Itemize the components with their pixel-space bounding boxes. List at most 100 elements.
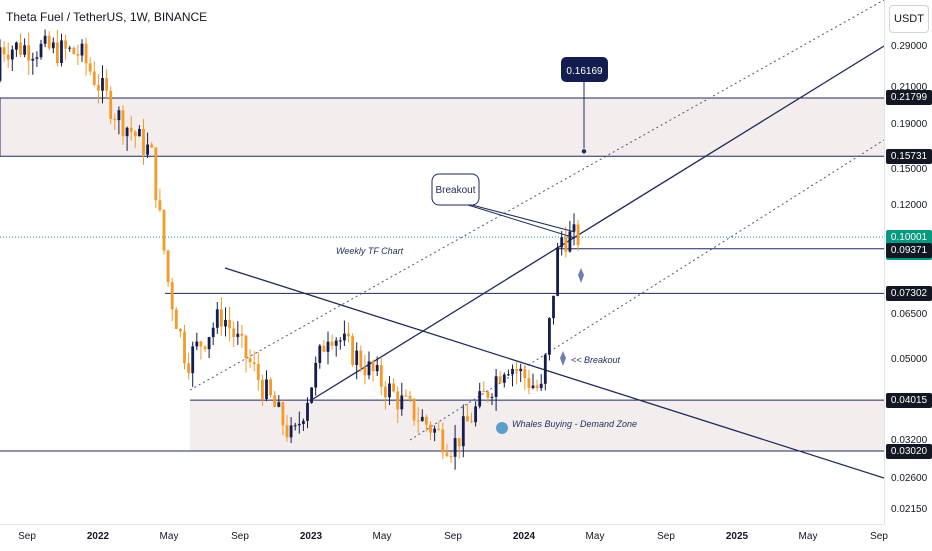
candle-body [498, 376, 502, 383]
price-tick-label: 0.02600 [891, 473, 928, 484]
price-tick-label: 0.29000 [891, 41, 928, 52]
candle-body [543, 354, 547, 384]
candle-body [23, 45, 26, 55]
candle-body [453, 438, 457, 457]
whale-icon [496, 422, 508, 434]
candle-body [490, 396, 494, 398]
breakout-callout-label: Breakout [435, 185, 475, 196]
candle-body [273, 395, 277, 407]
candle-body [375, 365, 379, 372]
candle-body [400, 395, 404, 410]
breakout-pointer-1 [467, 204, 576, 239]
demand-zone-label: Whales Buying - Demand Zone [512, 419, 637, 429]
candle-body [548, 318, 551, 355]
price-tag: 0.07302 [886, 285, 932, 301]
candle-body [527, 378, 531, 388]
candle-body [384, 386, 387, 398]
candle-body [2, 47, 6, 55]
time-tick-label: 2022 [86, 531, 110, 542]
price-axis[interactable]: 0.29000 0.21000 0.19000 0.15000 0.12000 0.065… [884, 0, 932, 524]
candle-body [269, 379, 272, 396]
chart-title: Theta Fuel / TetherUS, 1W, BINANCE [6, 10, 208, 24]
candle-body [502, 374, 506, 383]
candle-body [330, 341, 334, 346]
price-tick-label: 0.12000 [891, 200, 928, 211]
breakout-pointer-2 [471, 204, 576, 233]
candle-body [133, 131, 137, 137]
candle-body [88, 63, 92, 72]
candle-body [367, 361, 371, 376]
candle-body [158, 200, 162, 210]
candle-body [56, 42, 59, 64]
candle-body [199, 341, 203, 347]
candle-body [306, 402, 309, 421]
candle-body [445, 452, 449, 456]
candle-body [556, 247, 559, 296]
candle-body [187, 363, 190, 374]
target-label: 0.16169 [566, 66, 603, 77]
candle-body [371, 361, 375, 372]
candle-body [351, 336, 354, 365]
candle-body [486, 391, 490, 398]
candle-body [10, 49, 14, 60]
candle-body [281, 402, 285, 426]
candle-body [179, 329, 182, 332]
candle-body [523, 368, 527, 379]
candle-body [166, 250, 170, 283]
candle-body [101, 78, 104, 91]
currency-button[interactable]: USDT [889, 5, 929, 33]
time-axis[interactable]: Sep 2022 May Sep 2023 May Sep 2024 May Sep 2025 May… [0, 524, 888, 551]
candle-body [35, 57, 39, 59]
target-dot [581, 149, 587, 154]
candle-body [507, 374, 510, 376]
candle-body [84, 43, 88, 64]
target-box [561, 57, 608, 82]
price-chart[interactable]: 0.16169 Breakout Weekly TF Chart << Breakou… [0, 0, 884, 524]
candle-body [261, 379, 264, 399]
candle-body [0, 47, 2, 81]
time-tick-label: May [585, 531, 605, 542]
candle-body [19, 42, 22, 55]
price-tick-label: 0.06500 [891, 309, 928, 320]
candle-body [338, 340, 342, 342]
candle-body [97, 84, 100, 91]
candle-body [302, 420, 305, 424]
candle-body [433, 428, 436, 433]
candle-body [322, 345, 326, 352]
candle-body [121, 110, 125, 137]
candle-body [31, 58, 35, 61]
candle-body [474, 406, 477, 423]
time-tick-label: May [372, 531, 392, 542]
price-tick-label: 0.05000 [891, 354, 928, 365]
candle-body [363, 367, 367, 376]
candle-body [15, 42, 18, 50]
candle-body [293, 425, 297, 427]
candle-body [174, 309, 178, 330]
candle-body [256, 364, 260, 380]
time-tick-label: Sep [18, 531, 36, 542]
candle-body [334, 340, 338, 346]
candle-body [277, 402, 281, 407]
candle-body [207, 337, 211, 350]
candle-body [236, 333, 240, 337]
candle-body [408, 395, 412, 399]
candle-body [138, 128, 141, 137]
candle-body [396, 391, 400, 410]
candle-body [572, 224, 576, 232]
candle-body [211, 327, 215, 338]
price-tag: 0.15731 [886, 148, 932, 164]
candle-body [457, 438, 461, 447]
price-tick-label: 0.03200 [891, 435, 928, 446]
candle-body [105, 78, 108, 91]
weekly-tf-note: Weekly TF Chart [336, 246, 404, 256]
candle-body [297, 423, 301, 426]
candle-body [359, 350, 363, 368]
candle-body [220, 309, 223, 327]
price-tick-label: 0.21000 [891, 82, 928, 93]
candle-body [289, 425, 293, 438]
candle-body [461, 416, 465, 447]
candle-body [51, 42, 55, 49]
candle-body [191, 346, 195, 374]
candle-body [80, 43, 84, 56]
candle-body [92, 71, 96, 85]
